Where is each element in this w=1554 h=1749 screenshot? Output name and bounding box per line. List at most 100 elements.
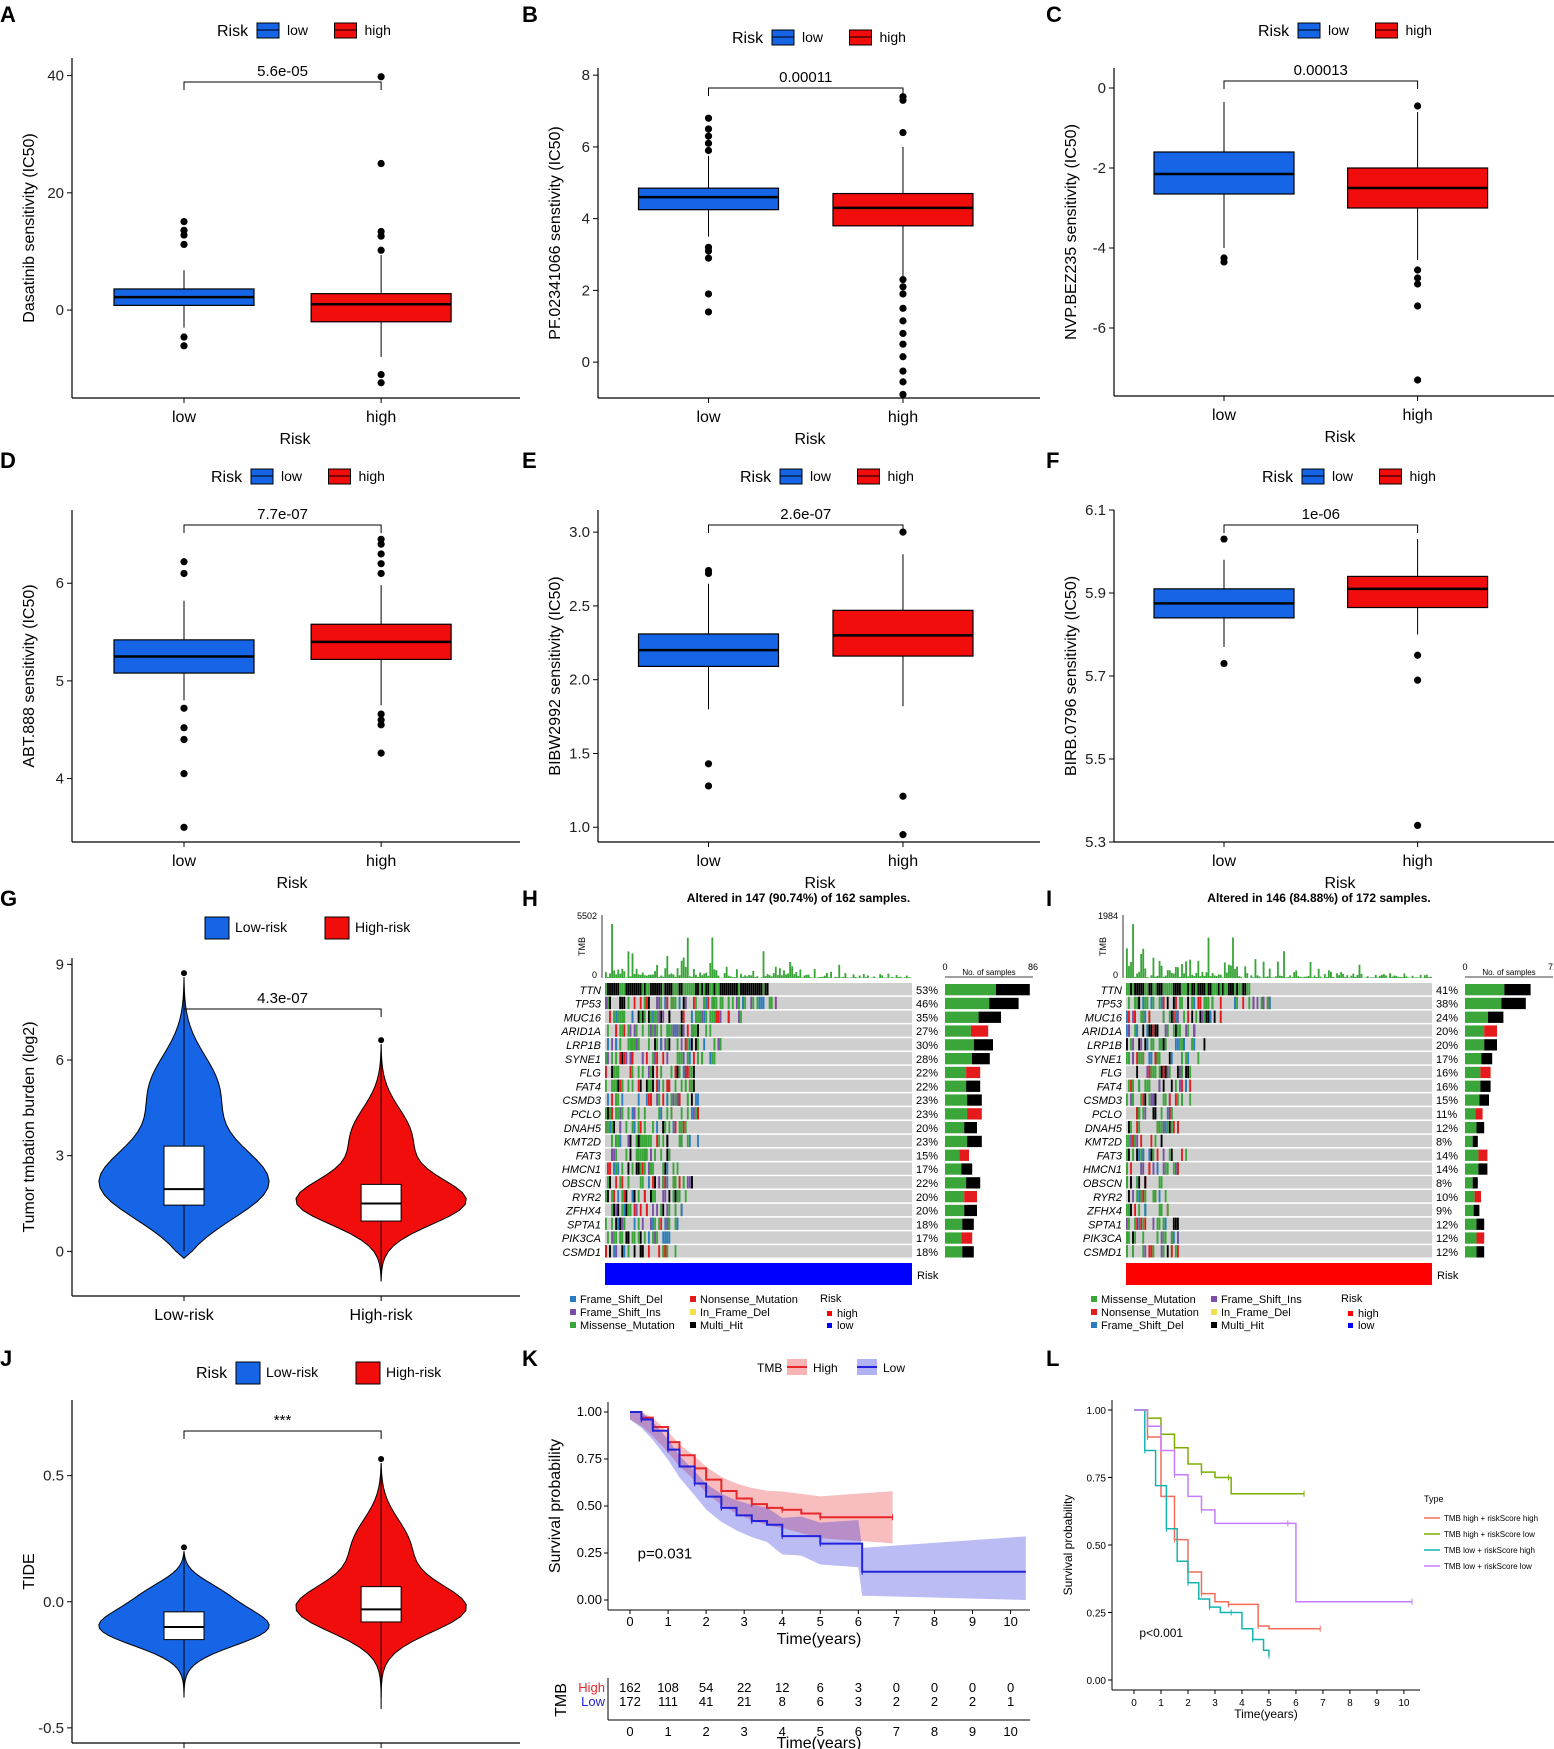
mutation-cell bbox=[1144, 983, 1147, 996]
tmb-bar bbox=[801, 977, 804, 978]
mutation-cell bbox=[1172, 1121, 1175, 1134]
sample-bar-other bbox=[1501, 997, 1526, 1010]
tmb-bar bbox=[905, 975, 908, 978]
mutation-cell bbox=[1183, 983, 1185, 996]
x-axis-label: Risk bbox=[1324, 875, 1356, 892]
mutation-cell bbox=[639, 1134, 642, 1148]
sample-bar-missense bbox=[1465, 1122, 1477, 1134]
legend-label-High-risk: High-risk bbox=[355, 919, 411, 935]
mutation-cell bbox=[1146, 1024, 1149, 1037]
mutation-cell bbox=[643, 1148, 646, 1161]
mutation-cell bbox=[1174, 1217, 1177, 1230]
sample-bar-missense bbox=[1465, 1080, 1481, 1092]
tmb-bar bbox=[1183, 973, 1185, 978]
panel-letter-J: J bbox=[0, 1346, 12, 1371]
mutation-cell bbox=[666, 1148, 669, 1161]
outlier-point bbox=[180, 823, 188, 831]
risk-table-value: 0 bbox=[931, 1680, 938, 1695]
oncoplot-row-bg bbox=[1126, 1052, 1432, 1065]
mutation-cell bbox=[1152, 1065, 1155, 1079]
tmb-bar bbox=[607, 976, 609, 978]
tmb-bar bbox=[787, 973, 789, 978]
legend-label-high: high bbox=[359, 468, 385, 484]
x-axis-label: Risk bbox=[276, 875, 308, 892]
gene-label-FAT4: FAT4 bbox=[576, 1081, 601, 1093]
mutation-cell bbox=[617, 1134, 620, 1148]
mutation-cell bbox=[1136, 1065, 1139, 1079]
mutation-cell bbox=[1132, 983, 1134, 996]
mutation-cell bbox=[1150, 1038, 1153, 1051]
mutation-cell bbox=[1230, 983, 1232, 996]
mutation-cell bbox=[684, 1038, 687, 1051]
tmb-bar bbox=[723, 973, 726, 978]
mutation-cell bbox=[660, 983, 663, 996]
outlier-point bbox=[704, 308, 713, 316]
mutation-cell bbox=[674, 1217, 677, 1230]
sample-bar-missense bbox=[1465, 1204, 1474, 1217]
mutation-cell bbox=[1164, 1065, 1167, 1079]
gene-label-PIK3CA: PIK3CA bbox=[562, 1233, 601, 1245]
tmb-bar bbox=[1274, 976, 1277, 978]
x-tick-label: high bbox=[1402, 407, 1432, 424]
tmb-bar bbox=[735, 969, 738, 978]
x-tick-label: 4 bbox=[1239, 1698, 1245, 1709]
mutation-cell bbox=[1162, 1093, 1165, 1106]
mutation-cell bbox=[1170, 983, 1173, 996]
tmb-bar bbox=[897, 977, 900, 978]
mutation-cell bbox=[1256, 996, 1259, 1010]
mutation-cell bbox=[1170, 1121, 1173, 1134]
mutation-cell bbox=[1177, 1024, 1179, 1037]
mutation-cell bbox=[735, 996, 738, 1010]
mutation-cell bbox=[1136, 983, 1139, 996]
tmb-bar bbox=[1244, 966, 1247, 978]
mutation-cell bbox=[1134, 996, 1136, 1010]
mutation-cell bbox=[613, 1162, 616, 1175]
risk-table-value: 6 bbox=[817, 1694, 824, 1709]
mutation-cell bbox=[652, 1024, 654, 1037]
tmb-bar bbox=[1128, 966, 1130, 978]
tmb-bar bbox=[1254, 959, 1257, 978]
tmb-bar bbox=[1399, 977, 1402, 978]
mutation-cell bbox=[1170, 1079, 1173, 1092]
risk-table-value: 2 bbox=[931, 1694, 938, 1709]
mutation-cell bbox=[607, 1107, 609, 1120]
mutation-cell bbox=[647, 1162, 650, 1175]
gene-label-ARID1A: ARID1A bbox=[560, 1026, 601, 1038]
mutation-cell bbox=[629, 1052, 632, 1065]
mutation-cell bbox=[750, 983, 753, 996]
mutation-cell bbox=[674, 1065, 677, 1079]
sample-bar-missense bbox=[945, 997, 990, 1010]
x-tick-label: 1 bbox=[664, 1614, 671, 1629]
tmb-bar bbox=[1158, 960, 1161, 978]
mutation-cell bbox=[613, 983, 616, 996]
mutation-cell bbox=[625, 1203, 628, 1217]
box-high bbox=[1346, 575, 1489, 609]
mutation-cell bbox=[619, 1107, 622, 1120]
samples-min: 0 bbox=[942, 962, 947, 972]
mutation-cell bbox=[1166, 983, 1169, 996]
mutation-cell bbox=[1189, 1065, 1192, 1079]
mutation-cell bbox=[1140, 1010, 1143, 1023]
y-axis-label: BIRB.0796 sensitivity (IC50) bbox=[1063, 576, 1080, 776]
mutation-cell bbox=[662, 1079, 665, 1092]
sample-bar-missense bbox=[945, 1122, 965, 1134]
mutation-cell bbox=[615, 1107, 618, 1120]
mutation-cell bbox=[647, 996, 650, 1010]
tmb-bar bbox=[1356, 974, 1359, 978]
legend-label-Missense_Mutation: Missense_Mutation bbox=[580, 1320, 675, 1332]
legend-swatch bbox=[1211, 1322, 1217, 1328]
mutation-cell bbox=[1140, 1134, 1143, 1148]
tmb-bar bbox=[1327, 970, 1330, 978]
tmb-bar bbox=[1154, 976, 1157, 978]
mutation-cell bbox=[656, 1010, 659, 1023]
y-axis-label: Tumor tmbation burden (log2) bbox=[21, 1021, 38, 1232]
tmb-bar bbox=[795, 971, 798, 978]
mutation-cell bbox=[621, 1093, 624, 1106]
sample-bar-missense bbox=[1465, 1025, 1485, 1037]
mutation-cell bbox=[654, 1038, 656, 1051]
risk-bar-label: Risk bbox=[917, 1270, 939, 1282]
mutation-cell bbox=[725, 983, 728, 996]
mutation-cell bbox=[672, 1190, 675, 1203]
mutation-cell bbox=[656, 983, 659, 996]
tmb-bar bbox=[840, 977, 843, 978]
